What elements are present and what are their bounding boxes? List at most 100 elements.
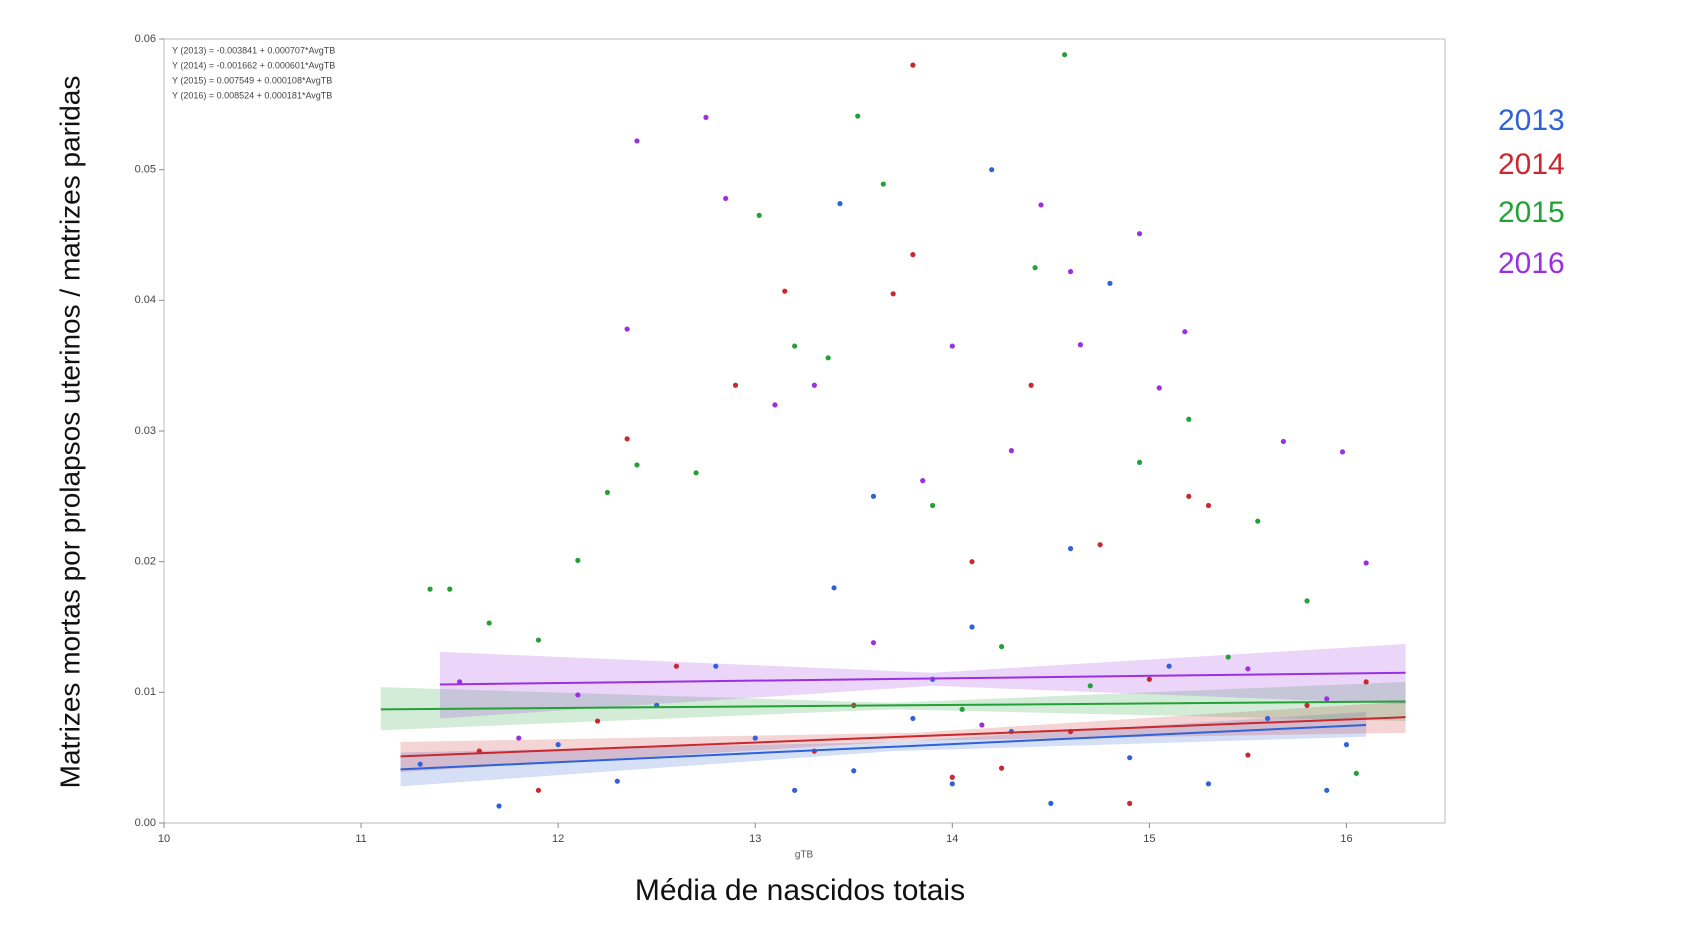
point <box>811 382 817 388</box>
point <box>1353 770 1359 776</box>
point <box>910 62 916 68</box>
point <box>890 291 896 297</box>
point <box>417 761 423 767</box>
point <box>713 663 719 669</box>
legend-label: 2015 <box>1498 196 1565 229</box>
point <box>1186 416 1192 422</box>
point <box>1107 280 1113 286</box>
point <box>1304 598 1310 604</box>
point <box>752 735 758 741</box>
point <box>1146 676 1152 682</box>
x-tick-label: 10 <box>158 833 170 845</box>
point <box>825 355 831 361</box>
point <box>634 462 640 468</box>
point <box>535 637 542 643</box>
point <box>910 715 916 722</box>
point <box>1339 449 1346 455</box>
point <box>1127 755 1133 761</box>
fit-line <box>380 700 1406 711</box>
y-tick-label: 0.02 <box>135 556 156 568</box>
legend-label: 2016 <box>1498 247 1565 280</box>
point <box>756 212 762 218</box>
x-tick-label: 12 <box>552 833 564 845</box>
point <box>1062 52 1068 58</box>
point <box>457 679 463 685</box>
point <box>1324 696 1330 702</box>
x-axis-title: Média de nascidos totais <box>635 874 965 907</box>
point <box>1245 666 1251 672</box>
point <box>1136 459 1143 465</box>
point <box>1166 663 1172 669</box>
point <box>723 195 729 202</box>
y-tick-label: 0.05 <box>135 164 156 176</box>
x-tick-label: 13 <box>749 833 761 845</box>
confidence-band <box>439 643 1406 719</box>
point <box>989 167 995 173</box>
equation: Y (2015) = 0.007549 + 0.000108*AvgTB <box>172 75 332 85</box>
point <box>1097 542 1103 548</box>
point <box>447 586 453 592</box>
y-tick-label: 0.01 <box>135 686 156 698</box>
point <box>1280 438 1286 445</box>
fit-line <box>439 671 1406 686</box>
plot-frame <box>163 38 1446 824</box>
y-tick-label: 0.03 <box>135 425 156 437</box>
point <box>555 742 561 748</box>
point <box>624 326 630 332</box>
point <box>1182 329 1188 335</box>
point <box>575 557 581 563</box>
point <box>949 781 955 787</box>
equation: Y (2016) = 0.008524 + 0.000181*AvgTB <box>172 90 332 100</box>
x-tick-label: 11 <box>355 833 366 845</box>
point <box>831 585 837 591</box>
point <box>732 382 739 388</box>
point <box>949 774 955 780</box>
point <box>1136 231 1143 237</box>
point <box>575 692 581 698</box>
point <box>427 586 433 592</box>
equation: Y (2013) = -0.003841 + 0.000707*AvgTB <box>172 45 335 55</box>
point <box>792 343 798 349</box>
point <box>1186 493 1192 499</box>
point <box>1245 752 1251 758</box>
point <box>1225 654 1231 660</box>
point <box>1205 781 1212 787</box>
point <box>1048 800 1054 807</box>
point <box>949 343 955 349</box>
point <box>910 252 916 258</box>
point <box>870 493 877 499</box>
point <box>624 436 630 442</box>
point <box>634 138 640 144</box>
point <box>959 706 965 712</box>
y-tick-label: 0.04 <box>135 294 156 306</box>
point <box>782 288 788 294</box>
confidence-band <box>400 711 1367 787</box>
point <box>1067 268 1074 275</box>
point <box>870 640 877 646</box>
point <box>855 113 861 119</box>
point <box>1205 502 1212 509</box>
point <box>673 663 680 669</box>
point <box>594 718 601 724</box>
point <box>535 787 542 793</box>
point <box>772 402 778 408</box>
point <box>880 181 886 187</box>
point <box>516 735 522 741</box>
equation: Y (2014) = -0.001662 + 0.000601*AvgTB <box>172 60 335 70</box>
point <box>1008 448 1015 454</box>
point <box>851 768 857 774</box>
legend-label: 2013 <box>1498 104 1565 137</box>
y-tick-label: 0.00 <box>135 817 156 829</box>
point <box>1363 679 1369 685</box>
point <box>837 201 843 207</box>
point <box>1156 385 1162 391</box>
y-tick-label: 0.06 <box>135 33 156 45</box>
point <box>614 778 620 784</box>
point <box>1038 202 1044 208</box>
point <box>1265 715 1271 722</box>
point <box>969 559 975 565</box>
point <box>920 478 926 484</box>
point <box>1127 800 1133 807</box>
point <box>496 803 502 809</box>
point <box>1028 382 1034 388</box>
